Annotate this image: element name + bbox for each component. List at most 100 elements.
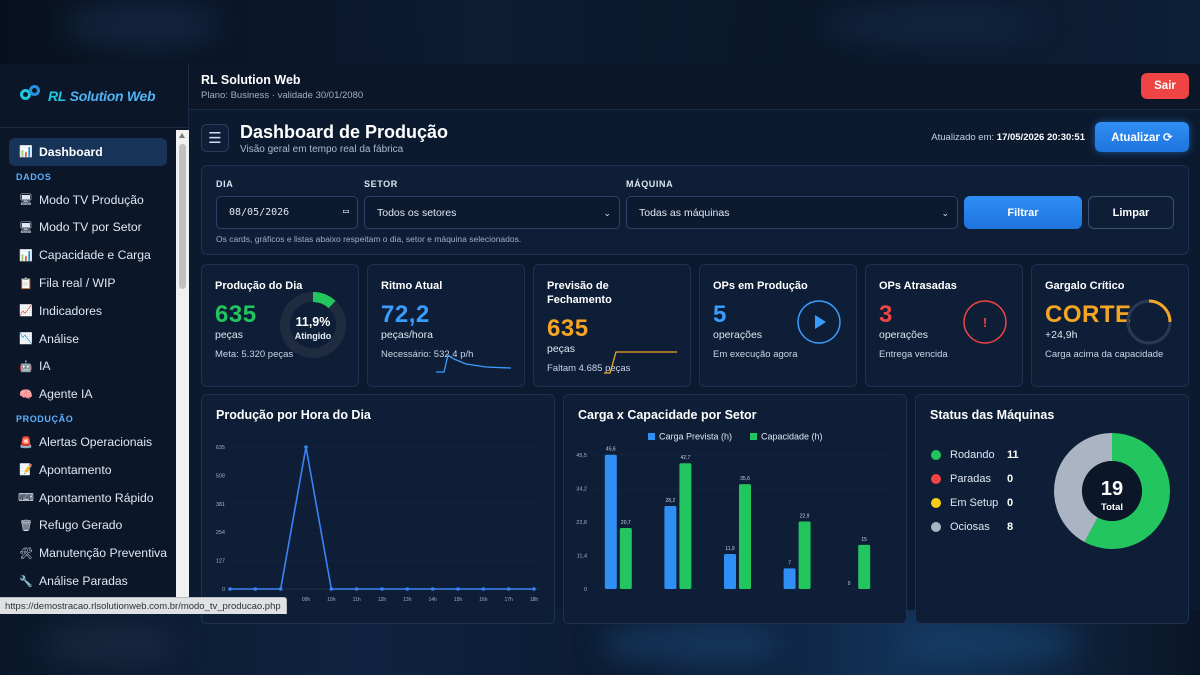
bar-value-label: 35,6 xyxy=(740,476,750,482)
bar-value-label: 45,6 xyxy=(606,447,616,453)
machine-donut-chart: 19 Total xyxy=(1054,433,1170,549)
sector-select[interactable]: Todos os setores ⌄ xyxy=(364,196,620,229)
y-tick-label: 0 xyxy=(584,587,587,593)
data-point xyxy=(253,587,258,591)
kpi-note: Carga acima da capacidade xyxy=(1045,349,1164,360)
sidebar-item[interactable]: 🛠 Manutenção Preventiva xyxy=(0,539,176,567)
sidebar-item-label: Refugo Gerado xyxy=(39,518,123,533)
forecast-sparkline xyxy=(604,351,677,374)
app-window: RL Solution Web 📊 Dashboard DADOS 🖥 Modo TV … xyxy=(0,64,1200,624)
hourly-production-card: Produção por Hora do Dia 635 508 381 254 127… xyxy=(201,394,555,624)
kpi-note: Necessário: 532,4 p/h xyxy=(381,349,474,360)
bottleneck-ring xyxy=(1126,299,1172,345)
status-count: 11 xyxy=(1007,449,1019,461)
clear-button[interactable]: Limpar xyxy=(1088,196,1174,229)
data-point xyxy=(506,587,511,591)
data-point xyxy=(481,587,486,591)
x-tick-label: 10h xyxy=(327,597,336,603)
y-tick-label: 635 xyxy=(216,445,225,451)
monitor-icon: 🖥 xyxy=(19,221,33,234)
donut-total: 19 xyxy=(1101,478,1123,500)
x-tick-label: 15h xyxy=(454,597,463,603)
machine-select[interactable]: Todas as máquinas ⌄ xyxy=(626,196,958,229)
sidebar-item-label: Agente IA xyxy=(39,387,93,402)
sidebar-item-label: Capacidade e Carga xyxy=(39,248,151,263)
status-dot xyxy=(931,474,941,484)
sidebar-item-label: Apontamento xyxy=(39,462,112,477)
chart-icon: 📊 xyxy=(19,146,33,159)
sidebar-item[interactable]: 📉 Análise xyxy=(0,325,176,353)
sidebar-scrollbar[interactable] xyxy=(176,130,189,610)
sidebar-item[interactable]: 🚨 Alertas Operacionais xyxy=(0,428,176,456)
wrench-icon: 🔧 xyxy=(19,575,33,588)
robot-icon: 🤖 xyxy=(19,360,33,373)
data-point xyxy=(278,587,283,591)
logout-button[interactable]: Sair xyxy=(1141,73,1189,99)
hourly-line-chart: 635508381254127008h09h10h11h12h13h14h15h… xyxy=(216,445,540,603)
sidebar-item[interactable]: 📈 Indicadores xyxy=(0,297,176,325)
hamburger-icon: ☰ xyxy=(208,130,222,147)
sidebar-item-label: Apontamento Rápido xyxy=(39,490,154,505)
filter-button[interactable]: Filtrar xyxy=(964,196,1082,229)
sidebar-item[interactable]: 📊 Capacidade e Carga xyxy=(0,241,176,269)
sidebar: RL Solution Web 📊 Dashboard DADOS 🖥 Modo TV … xyxy=(0,64,189,610)
day-date-input[interactable]: 08/05/2026 ▭ xyxy=(216,196,358,229)
status-row: Ociosas 8 xyxy=(931,519,1013,535)
scrollbar-thumb[interactable] xyxy=(179,144,186,289)
kpi-daily-production: Produção do Dia 635 peças Meta: 5.320 pe… xyxy=(201,264,359,387)
filters-panel: DIA 08/05/2026 ▭ SETOR Todos os setores ⌄… xyxy=(201,165,1189,255)
status-dot xyxy=(931,498,941,508)
kpi-unit: +24,9h xyxy=(1045,329,1078,341)
status-row: Paradas 0 xyxy=(931,471,1013,487)
brand-logo[interactable]: RL Solution Web xyxy=(0,64,188,128)
status-count: 8 xyxy=(1007,521,1014,533)
filter-hint: Os cards, gráficos e listas abaixo respe… xyxy=(216,234,522,244)
refresh-button[interactable]: Atualizar ⟳ xyxy=(1095,122,1189,152)
sidebar-item-label: Fila real / WIP xyxy=(39,276,116,291)
status-count: 0 xyxy=(1007,497,1014,509)
sidebar-item[interactable]: 🤖 IA xyxy=(0,353,176,381)
data-point xyxy=(304,445,308,449)
keyboard-icon: ⌨ xyxy=(18,492,34,505)
status-count: 0 xyxy=(1007,473,1014,485)
calendar-icon[interactable]: ▭ xyxy=(342,206,349,217)
kpi-unit: peças xyxy=(215,329,244,341)
logo-text: RL Solution Web xyxy=(48,87,156,104)
bar xyxy=(679,463,692,589)
kpi-value: CORTE xyxy=(1045,301,1132,328)
chart-icon: 📊 xyxy=(19,249,33,262)
tools-icon: 🛠 xyxy=(19,547,33,560)
sidebar-item[interactable]: 📋 Fila real / WIP xyxy=(0,269,176,297)
bar-value-label: 22,9 xyxy=(800,514,810,520)
sidebar-item[interactable]: 🧠 Agente IA xyxy=(0,380,176,408)
sidebar-item-label: IA xyxy=(39,359,51,374)
sidebar-item[interactable]: 🖥 Modo TV Produção xyxy=(0,186,176,214)
sidebar-item-label: Dashboard xyxy=(39,144,103,159)
sidebar-item-label: Modo TV Produção xyxy=(39,192,144,207)
sidebar-item[interactable]: 📝 Apontamento xyxy=(0,456,176,484)
sidebar-item-dashboard[interactable]: 📊 Dashboard xyxy=(9,138,167,166)
kpi-unit: peças/hora xyxy=(381,329,433,341)
machine-label: MÁQUINA xyxy=(626,179,674,189)
sidebar-item[interactable]: 🔧 Análise Paradas xyxy=(0,567,176,595)
last-updated: Atualizado em: 17/05/2026 20:30:51 xyxy=(931,132,1085,143)
chevron-down-icon: ⌄ xyxy=(941,208,949,218)
machine-status-card: Status das Máquinas Rodando 11 Paradas 0 Em … xyxy=(915,394,1189,624)
data-point xyxy=(228,587,232,591)
main-content: ☰ Dashboard de Produção Visão geral em t… xyxy=(189,110,1200,624)
x-tick-label: 09h xyxy=(302,597,311,603)
bar xyxy=(798,521,811,589)
goal-gauge: 11,9% Atingido xyxy=(280,292,346,358)
sidebar-item[interactable]: ⌨ Apontamento Rápido xyxy=(0,484,176,512)
status-row: Em Setup 0 xyxy=(931,495,1013,511)
kpi-title: Gargalo Crítico xyxy=(1045,280,1125,292)
sidebar-item[interactable]: 🗑 Refugo Gerado xyxy=(0,512,176,540)
load-capacity-card: Carga x Capacidade por Setor Carga Previ… xyxy=(563,394,907,624)
sidebar-item-label: Análise Paradas xyxy=(39,574,128,589)
status-label: Em Setup xyxy=(950,497,999,509)
sidebar-item-label: Modo TV por Setor xyxy=(39,220,142,235)
x-tick-label: 17h xyxy=(504,597,513,603)
menu-toggle-button[interactable]: ☰ xyxy=(201,124,229,152)
sidebar-item[interactable]: 🖥 Modo TV por Setor xyxy=(0,214,176,242)
kpi-note: Entrega vencida xyxy=(879,349,948,360)
